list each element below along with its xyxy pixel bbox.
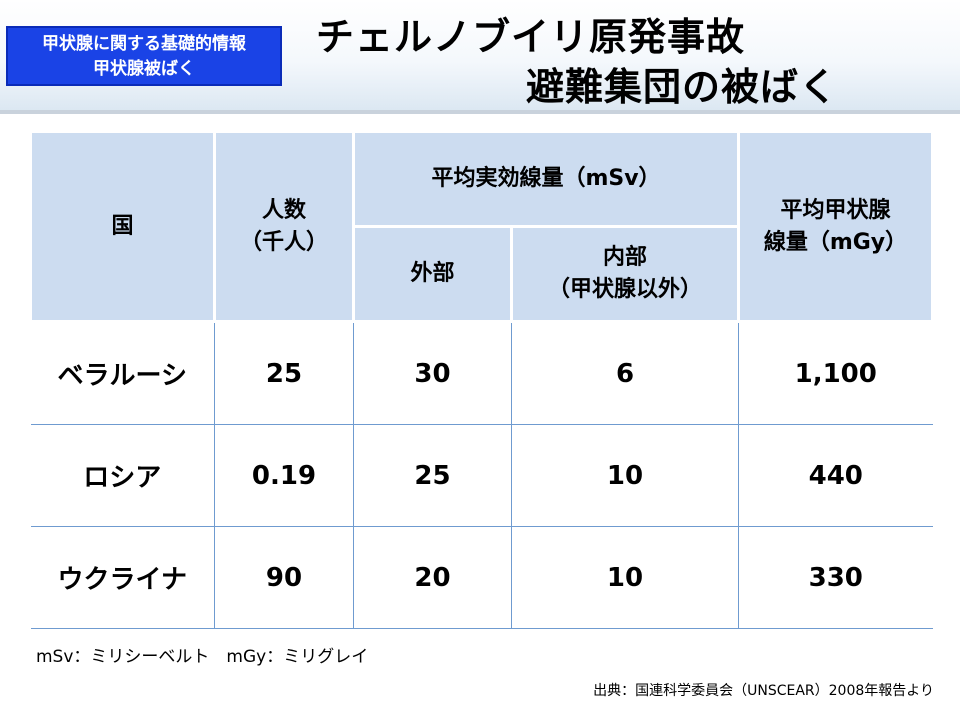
badge-line-2: 甲状腺被ばく — [93, 59, 195, 79]
topic-badge: 甲状腺に関する基礎的情報 甲状腺被ばく — [6, 26, 282, 86]
header-internal-line-1: 内部 — [602, 245, 647, 270]
cell-population: 90 — [214, 526, 354, 629]
badge-line-1: 甲状腺に関する基礎的情報 — [42, 34, 246, 54]
cell-internal: 10 — [511, 526, 739, 629]
header-country: 国 — [29, 130, 216, 323]
table-row: ベラルーシ 25 30 6 1,100 — [30, 321, 933, 425]
cell-population: 0.19 — [214, 424, 354, 527]
header-population-line-1: 人数 — [261, 197, 306, 223]
header-population-line-2: （千人） — [239, 229, 328, 255]
cell-internal: 10 — [511, 424, 739, 527]
header-effective-dose: 平均実効線量（mSv） — [352, 130, 740, 228]
header-population: 人数 （千人） — [213, 130, 355, 323]
cell-country: ウクライナ — [30, 526, 215, 629]
header-internal-line-2: （甲状腺以外） — [547, 277, 702, 302]
table-row: ウクライナ 90 20 10 330 — [30, 526, 933, 629]
dose-table: 国 人数 （千人） 平均実効線量（mSv） 平均甲状腺 線量（mGy） 外部 内… — [29, 130, 934, 629]
slide-title-line-2: 避難集団の被ばく — [526, 65, 839, 109]
table-row: ロシア 0.19 25 10 440 — [30, 424, 933, 527]
header-internal: 内部 （甲状腺以外） — [510, 225, 740, 323]
cell-thyroid: 330 — [738, 526, 933, 629]
header-thyroid-dose: 平均甲状腺 線量（mGy） — [737, 130, 934, 323]
source-citation: 出典：国連科学委員会（UNSCEAR）2008年報告より — [593, 683, 934, 699]
cell-thyroid: 1,100 — [738, 321, 933, 425]
cell-population: 25 — [214, 321, 354, 425]
cell-external: 20 — [353, 526, 512, 629]
cell-thyroid: 440 — [738, 424, 933, 527]
header-external: 外部 — [352, 225, 513, 323]
header-divider — [0, 110, 960, 114]
cell-external: 30 — [353, 321, 512, 425]
header-thyroid-line-1: 平均甲状腺 — [780, 197, 891, 223]
cell-country: ベラルーシ — [30, 321, 215, 425]
cell-country: ロシア — [30, 424, 215, 527]
slide-title-line-1: チェルノブイリ原発事故 — [316, 15, 746, 59]
cell-external: 25 — [353, 424, 512, 527]
cell-internal: 6 — [511, 321, 739, 425]
unit-note: mSv：ミリシーベルト mGy：ミリグレイ — [36, 647, 369, 667]
header-thyroid-line-2: 線量（mGy） — [763, 229, 908, 255]
